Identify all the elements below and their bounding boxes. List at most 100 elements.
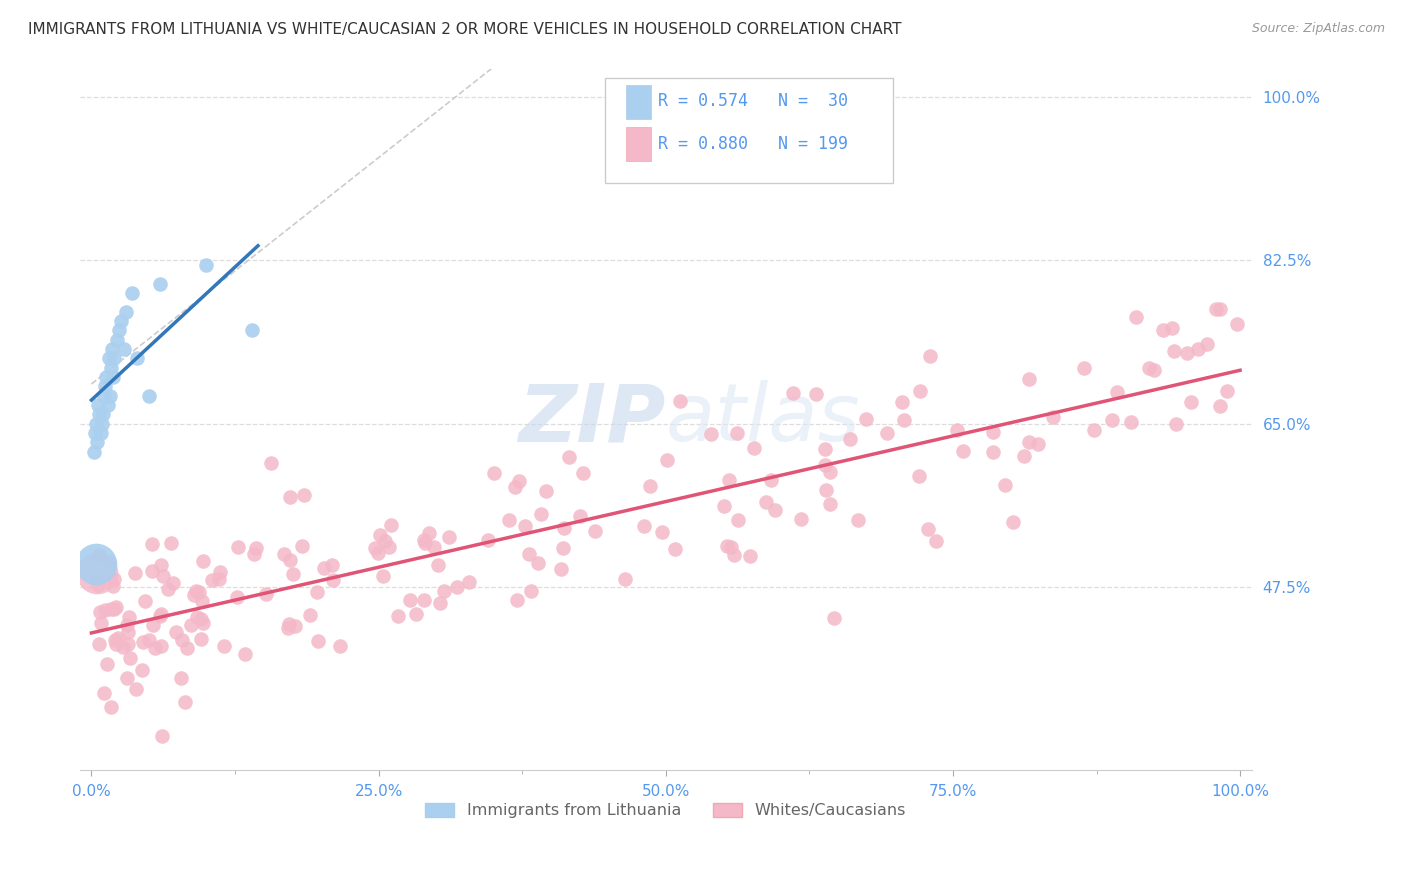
Point <box>107 631 129 645</box>
Point <box>86 578 108 592</box>
Point <box>277 621 299 635</box>
Point <box>740 549 762 563</box>
Point <box>117 624 139 639</box>
Point <box>759 473 782 487</box>
Point <box>84 573 107 587</box>
Point <box>277 617 299 632</box>
Point <box>103 572 125 586</box>
Point <box>170 671 193 685</box>
Point <box>413 536 436 550</box>
Point <box>1073 360 1095 375</box>
Point <box>614 572 637 586</box>
Point <box>1208 301 1230 316</box>
Point <box>633 519 655 533</box>
Point <box>530 508 553 522</box>
Point <box>138 389 160 403</box>
Point <box>150 558 173 572</box>
Point <box>284 619 307 633</box>
Point <box>172 632 194 647</box>
Point <box>378 541 401 555</box>
Point <box>180 618 202 632</box>
Point <box>87 637 110 651</box>
Point <box>322 573 344 587</box>
Point <box>664 542 686 557</box>
Point <box>159 536 181 550</box>
Point <box>1161 321 1184 335</box>
Point <box>723 549 745 563</box>
Point <box>513 519 536 533</box>
Point <box>1215 384 1237 398</box>
Point <box>818 466 841 480</box>
Point <box>720 540 742 554</box>
Point <box>1026 437 1049 451</box>
Point <box>209 565 232 579</box>
Point <box>477 533 499 547</box>
Point <box>920 349 942 363</box>
Point <box>150 729 173 743</box>
Point <box>433 584 456 599</box>
Point <box>321 558 343 572</box>
Point <box>368 528 391 542</box>
Point <box>429 596 451 610</box>
Point <box>876 425 898 440</box>
Point <box>814 458 837 472</box>
Point <box>1143 363 1166 377</box>
Point <box>195 258 218 272</box>
Point <box>505 480 527 494</box>
Point <box>374 533 396 548</box>
Point <box>725 426 748 441</box>
Point <box>235 647 257 661</box>
Point <box>1137 361 1160 376</box>
Point <box>141 564 163 578</box>
Point <box>104 637 127 651</box>
Text: R = 0.574   N =  30: R = 0.574 N = 30 <box>658 93 848 111</box>
Point <box>508 475 530 489</box>
Point <box>143 641 166 656</box>
Point <box>84 557 107 571</box>
Point <box>422 540 444 554</box>
Point <box>1205 301 1227 316</box>
Point <box>727 513 749 527</box>
Point <box>228 540 250 554</box>
Point <box>298 607 321 622</box>
Point <box>90 616 112 631</box>
Point <box>371 569 394 583</box>
Point <box>103 602 125 616</box>
Point <box>557 450 579 465</box>
Point <box>149 609 172 624</box>
Point <box>191 554 214 568</box>
Point <box>90 426 112 441</box>
Point <box>457 574 479 589</box>
Point <box>1163 343 1185 358</box>
Point <box>413 593 436 607</box>
Point <box>329 639 352 653</box>
Point <box>86 435 108 450</box>
Point <box>1001 515 1024 529</box>
Point <box>183 588 205 602</box>
Point <box>1018 372 1040 386</box>
Point <box>150 639 173 653</box>
Point <box>103 351 125 366</box>
Point <box>108 323 131 337</box>
Point <box>716 539 738 553</box>
Point <box>1083 423 1105 437</box>
Point <box>125 681 148 696</box>
Point <box>291 539 314 553</box>
Point <box>1187 342 1209 356</box>
Point <box>91 408 114 422</box>
Point <box>823 610 845 624</box>
Point <box>517 547 540 561</box>
Point <box>112 342 135 356</box>
Point <box>93 389 115 403</box>
Point <box>754 495 776 509</box>
Point <box>1175 345 1198 359</box>
Point <box>87 398 110 412</box>
Point <box>281 567 304 582</box>
Point <box>162 575 184 590</box>
Point <box>553 541 575 556</box>
Point <box>399 592 422 607</box>
Point <box>651 524 673 539</box>
Point <box>152 569 174 583</box>
Point <box>83 445 105 459</box>
Point <box>96 398 118 412</box>
